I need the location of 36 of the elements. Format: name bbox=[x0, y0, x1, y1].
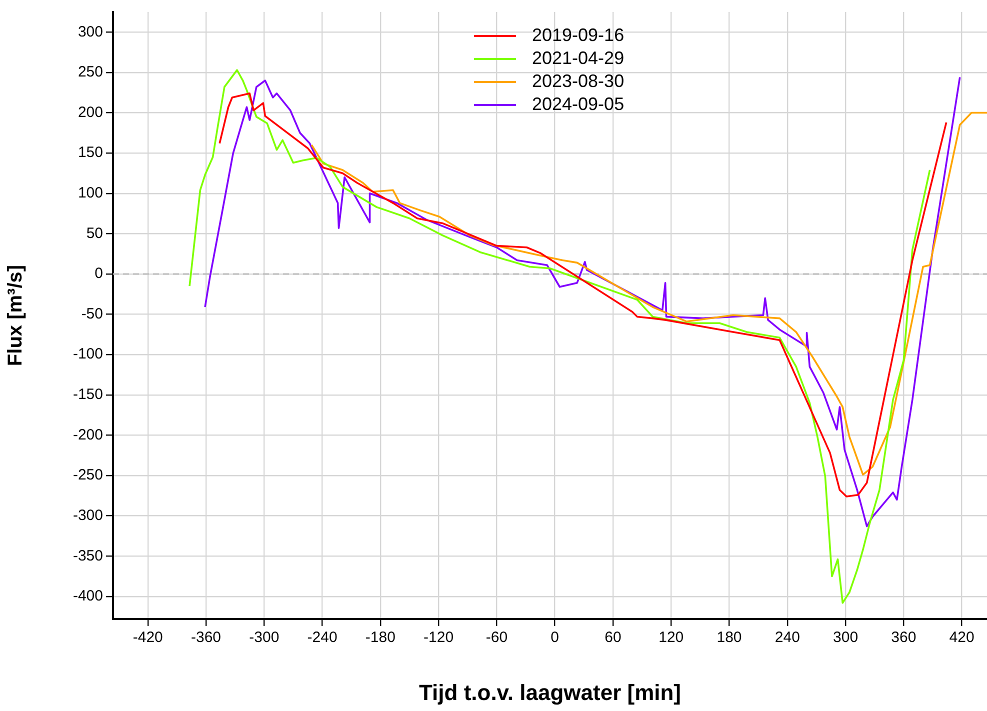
y-tick-label: -100 bbox=[72, 346, 103, 363]
legend-label: 2023-08-30 bbox=[532, 70, 624, 93]
x-tick-label: -420 bbox=[132, 629, 163, 646]
y-tick-label: -150 bbox=[72, 386, 103, 404]
x-tick-label: -300 bbox=[249, 629, 280, 646]
y-tick-label: -50 bbox=[81, 305, 103, 322]
y-axis-title: Flux [m³/s] bbox=[4, 264, 27, 366]
x-tick-label: 180 bbox=[716, 629, 742, 646]
y-tick-label: -200 bbox=[72, 426, 103, 444]
x-tick-label: 300 bbox=[833, 629, 858, 646]
legend-label: 2024-09-05 bbox=[532, 93, 624, 116]
x-tick-label: 60 bbox=[604, 629, 622, 646]
x-tick-label: -120 bbox=[424, 629, 454, 646]
x-tick-label: -240 bbox=[307, 629, 338, 646]
y-tick-label: 50 bbox=[86, 224, 103, 242]
y-tick-label: 250 bbox=[78, 64, 103, 81]
y-tick-label: 300 bbox=[78, 23, 103, 40]
x-tick-label: 120 bbox=[658, 629, 684, 646]
y-tick-label: 200 bbox=[78, 104, 103, 121]
x-tick-label: -180 bbox=[365, 629, 396, 646]
x-tick-label: 0 bbox=[550, 629, 560, 646]
y-tick-label: 150 bbox=[78, 144, 103, 162]
y-tick-label: 100 bbox=[78, 184, 103, 202]
legend-label: 2021-04-29 bbox=[532, 47, 624, 70]
y-tick-label: -400 bbox=[72, 588, 103, 605]
x-tick-label: 240 bbox=[774, 629, 800, 646]
x-tick-label: -360 bbox=[191, 629, 222, 646]
x-axis-title: Tijd t.o.v. laagwater [min] bbox=[418, 680, 682, 705]
y-tick-label: 0 bbox=[94, 265, 103, 282]
y-tick-label: -350 bbox=[72, 547, 103, 564]
x-tick-label: 360 bbox=[891, 629, 916, 646]
x-tick-label: 420 bbox=[949, 629, 974, 646]
y-tick-label: -250 bbox=[72, 466, 103, 484]
y-tick-label: -300 bbox=[72, 506, 103, 524]
x-tick-label: -60 bbox=[486, 629, 508, 646]
legend-label: 2019-09-16 bbox=[532, 24, 624, 47]
